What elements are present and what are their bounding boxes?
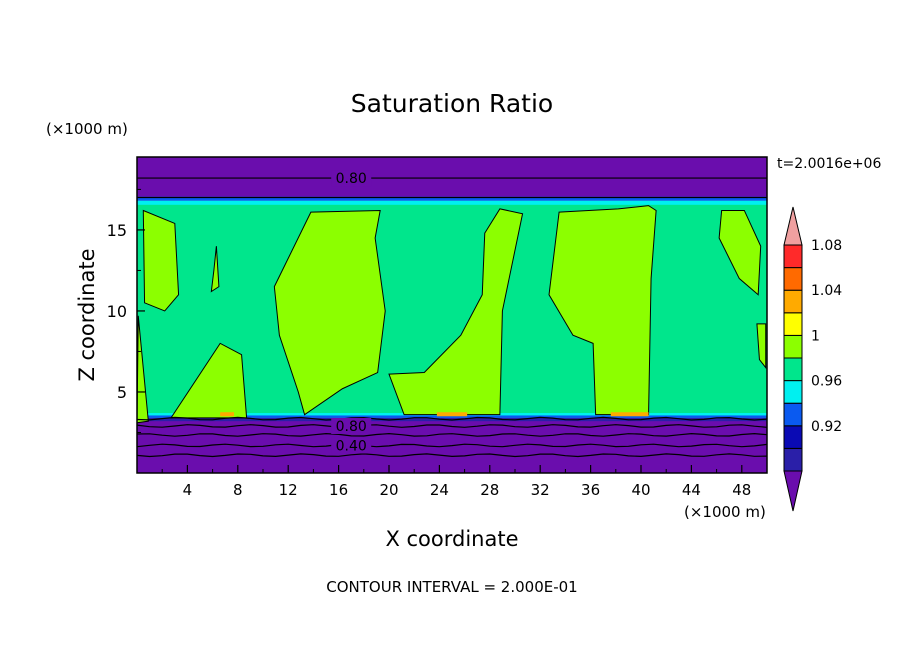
colorbar-box bbox=[783, 447, 803, 472]
x-tick-label: 4 bbox=[183, 481, 193, 499]
moist-plume bbox=[273, 209, 386, 416]
contour-interval-footer: CONTOUR INTERVAL = 2.000E-01 bbox=[326, 578, 577, 596]
colorbar-box bbox=[783, 425, 803, 449]
x-tick-label: 40 bbox=[631, 481, 650, 499]
colorbar-box bbox=[783, 244, 803, 269]
x-tick-label: 24 bbox=[430, 481, 449, 499]
colorbar-box bbox=[783, 380, 803, 404]
moist-plume bbox=[718, 209, 762, 296]
y-tick-label: 10 bbox=[107, 302, 127, 321]
moist-plume bbox=[142, 209, 180, 312]
colorbar-box bbox=[783, 312, 803, 336]
time-label: t=2.0016e+06 bbox=[777, 156, 881, 172]
contour-line bbox=[136, 443, 768, 448]
warm-patch bbox=[610, 412, 649, 417]
contour-line bbox=[136, 453, 768, 458]
x-tick-label: 16 bbox=[329, 481, 348, 499]
band-transition-bottom-blue bbox=[137, 415, 767, 418]
contour-line bbox=[136, 432, 768, 437]
colorbar bbox=[783, 206, 803, 512]
contour-label: 0.80 bbox=[336, 419, 367, 435]
warm-patch bbox=[220, 412, 235, 417]
contour-label-bg bbox=[331, 170, 372, 187]
colorbar-label: 1.04 bbox=[811, 283, 842, 299]
colorbar-box bbox=[783, 402, 803, 427]
x-tick-label: 28 bbox=[480, 481, 499, 499]
y-unit-label: (×1000 m) bbox=[46, 120, 128, 138]
warm-patch bbox=[436, 412, 468, 417]
colorbar-label: 0.96 bbox=[811, 374, 842, 390]
band-transition-top-cyan bbox=[137, 200, 767, 205]
x-tick-label: 32 bbox=[531, 481, 550, 499]
x-axis-ticks: 4 8 12 16 20 24 28 32 36 40 44 48 bbox=[161, 465, 751, 499]
y-tick-label: 5 bbox=[117, 383, 127, 402]
band-upper bbox=[137, 157, 767, 201]
y-axis-ticks: 5 10 15 bbox=[107, 188, 145, 433]
contour-label: 0.80 bbox=[336, 171, 367, 187]
x-tick-label: 44 bbox=[682, 481, 701, 499]
colorbar-box bbox=[783, 289, 803, 314]
colorbar-box bbox=[783, 267, 803, 291]
colorbar-labels: 0.92 0.96 1 1.04 1.08 bbox=[811, 238, 842, 435]
y-axis-label: Z coordinate bbox=[75, 248, 99, 381]
colorbar-label: 0.92 bbox=[811, 419, 842, 435]
moist-plume bbox=[170, 342, 248, 419]
contour-line bbox=[136, 424, 768, 428]
plot-frame bbox=[136, 156, 768, 474]
colorbar-box bbox=[783, 357, 803, 382]
x-tick-label: 48 bbox=[732, 481, 751, 499]
x-tick-label: 8 bbox=[233, 481, 243, 499]
chart-title: Saturation Ratio bbox=[351, 89, 553, 118]
colorbar-label: 1.08 bbox=[811, 238, 842, 254]
contour-labels: 0.80 0.80 0.40 bbox=[331, 170, 372, 454]
contour-label: 0.40 bbox=[336, 438, 367, 454]
x-tick-label: 36 bbox=[581, 481, 600, 499]
band-transition-top-blue bbox=[137, 196, 767, 201]
y-tick-label: 15 bbox=[107, 221, 127, 240]
x-axis-label: X coordinate bbox=[385, 527, 518, 551]
x-tick-label: 12 bbox=[279, 481, 298, 499]
colorbar-label: 1 bbox=[811, 328, 820, 344]
moist-plume bbox=[756, 323, 767, 370]
moist-plume bbox=[210, 246, 220, 293]
x-unit-label: (×1000 m) bbox=[684, 503, 766, 521]
colorbar-bottom-arrow bbox=[783, 470, 803, 512]
contour-line bbox=[136, 416, 768, 421]
x-tick-label: 20 bbox=[379, 481, 398, 499]
plot-area bbox=[136, 157, 768, 473]
contour-label-bg bbox=[331, 437, 372, 454]
contour-label-bg bbox=[331, 418, 372, 435]
colorbar-top-arrow bbox=[783, 206, 803, 246]
colorbar-box bbox=[783, 334, 803, 359]
moist-plume bbox=[388, 208, 524, 416]
